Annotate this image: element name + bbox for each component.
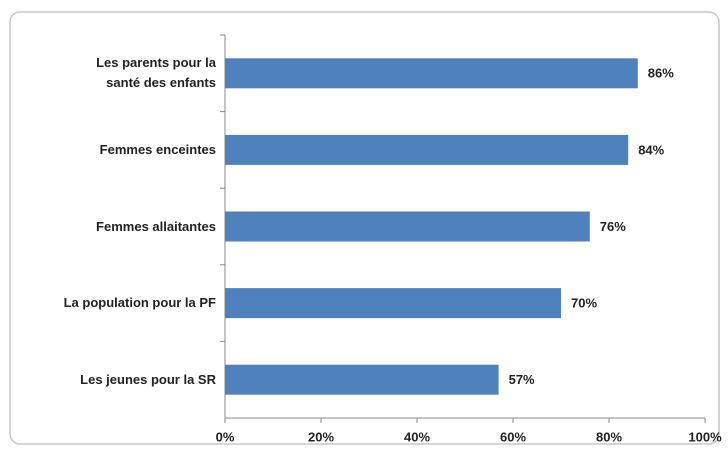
bar xyxy=(225,58,638,89)
x-tick-label: 40% xyxy=(404,429,430,444)
data-label: 57% xyxy=(509,372,535,387)
y-tick-label: Les jeunes pour la SR xyxy=(80,371,216,387)
bar xyxy=(225,211,590,242)
data-label: 84% xyxy=(638,142,664,157)
bar xyxy=(225,288,561,319)
y-tick-label: Les parents pour la santé des enfants xyxy=(96,55,216,91)
bar xyxy=(225,134,629,165)
data-label: 76% xyxy=(600,219,626,234)
data-label: 70% xyxy=(571,296,597,311)
data-label: 86% xyxy=(648,66,674,81)
x-tick-label: 100% xyxy=(688,429,722,444)
x-tick-label: 20% xyxy=(308,429,334,444)
y-tick-label: La population pour la PF xyxy=(63,295,216,311)
x-tick-label: 60% xyxy=(500,429,526,444)
x-tick-label: 0% xyxy=(216,429,235,444)
y-tick-label: Femmes enceintes xyxy=(99,141,216,157)
x-tick-label: 80% xyxy=(596,429,622,444)
bar xyxy=(225,364,499,395)
y-tick-label: Femmes allaitantes xyxy=(96,218,216,234)
